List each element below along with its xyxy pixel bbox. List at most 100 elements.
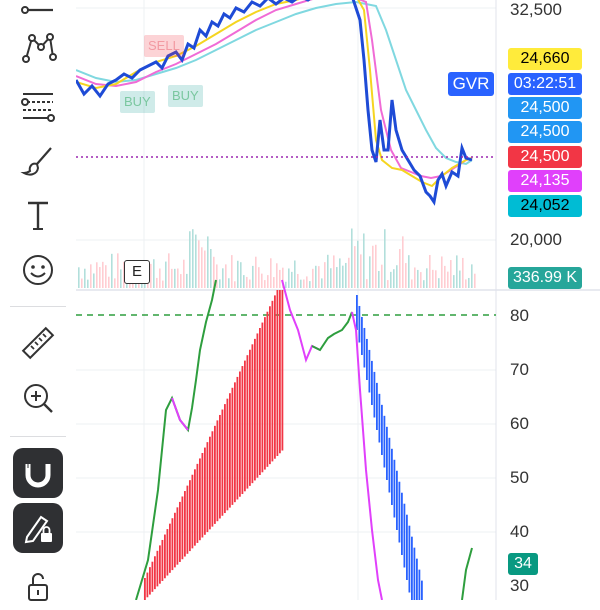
oscillator-bar: [366, 338, 368, 380]
symbol-tag[interactable]: GVR: [448, 72, 494, 96]
text-tool-icon[interactable]: [13, 190, 63, 240]
oscillator-bar: [261, 322, 264, 473]
volume-bar: [231, 255, 233, 288]
volume-bar: [381, 264, 383, 288]
volume-bar: [90, 264, 92, 288]
oscillator-axis-label: 30: [510, 576, 529, 595]
ma-mid-line: [76, 0, 473, 180]
oscillator-bar: [166, 529, 169, 576]
volume-bar: [468, 277, 470, 288]
volume-bar: [420, 272, 422, 288]
event-marker[interactable]: E: [124, 260, 150, 284]
oscillator-bar: [169, 523, 171, 573]
price-tag-last: 24,500: [508, 146, 582, 168]
volume-bar: [333, 255, 335, 288]
oscillator-bar: [224, 404, 226, 514]
volume-bar: [372, 245, 374, 288]
volume-bar: [204, 250, 206, 288]
volume-bar: [93, 273, 95, 288]
oscillator-bar: [219, 414, 221, 519]
volume-bar: [198, 240, 200, 288]
chart-canvas[interactable]: [76, 0, 600, 600]
chart-panel[interactable]: 32,500 20,000 GVR 24,660 03:22:51 24,500…: [76, 0, 600, 600]
oscillator-bar: [184, 491, 186, 557]
volume-bar: [291, 271, 293, 288]
oscillator-bar: [269, 306, 271, 465]
oscillator-bar: [413, 547, 416, 600]
buy-marker[interactable]: BUY: [120, 91, 155, 113]
buy-marker[interactable]: BUY: [168, 85, 203, 107]
pattern-tool-icon[interactable]: [13, 23, 63, 73]
volume-bar: [423, 280, 425, 288]
oscillator-bar: [356, 295, 358, 330]
toolbar-divider: [10, 436, 66, 437]
oscillator-bar: [196, 463, 199, 543]
drawing-toolbar: [0, 0, 76, 601]
oscillator-bar: [214, 425, 216, 524]
oscillator-signal-green-b: [311, 311, 353, 352]
volume-bar: [78, 267, 80, 288]
volume-bar: [318, 266, 320, 288]
volume-bar: [216, 264, 218, 288]
volume-bar: [225, 264, 227, 288]
volume-bar: [297, 273, 299, 288]
ruler-tool-icon[interactable]: [13, 318, 63, 368]
volume-bar: [405, 263, 407, 288]
volume-bar: [426, 268, 428, 288]
volume-bar: [123, 261, 125, 288]
volume-bar: [180, 274, 182, 288]
volume-bar: [87, 279, 89, 288]
volume-bar: [471, 264, 473, 288]
unlock-icon[interactable]: [13, 560, 63, 610]
volume-bar: [462, 257, 464, 288]
brush-tool-icon[interactable]: [13, 136, 63, 186]
volume-bar: [396, 265, 398, 288]
price-tag-close: 24,500: [508, 121, 582, 143]
volume-bar: [255, 256, 257, 288]
oscillator-bar: [259, 328, 261, 475]
oscillator-bar: [408, 525, 411, 593]
oscillator-bar: [363, 327, 366, 368]
lock-drawings-icon[interactable]: [13, 503, 63, 553]
volume-bar: [303, 279, 305, 288]
volume-bar: [228, 278, 230, 288]
oscillator-bar: [229, 393, 231, 508]
oscillator-bar: [271, 300, 274, 462]
volume-bar: [327, 254, 329, 288]
volume-bar: [273, 277, 275, 288]
oscillator-bar: [264, 317, 266, 470]
volume-bar: [384, 229, 386, 288]
emoji-tool-icon[interactable]: [13, 245, 63, 295]
volume-bar: [441, 256, 443, 288]
trend-line-tool-icon[interactable]: [13, 0, 63, 34]
oscillator-bar: [383, 415, 386, 468]
oscillator-bar: [368, 349, 371, 393]
volume-bar: [450, 260, 452, 288]
volume-bar: [354, 246, 356, 288]
oscillator-axis-label: 60: [510, 414, 529, 433]
volume-bar: [324, 262, 326, 288]
magnet-mode-icon[interactable]: [13, 448, 63, 498]
sell-marker[interactable]: SELL: [144, 35, 184, 57]
oscillator-bar: [151, 561, 154, 592]
volume-bar: [213, 256, 215, 288]
volume-bar: [171, 268, 173, 288]
volume-bar: [270, 258, 272, 288]
oscillator-bar: [181, 496, 184, 560]
volume-bar: [168, 253, 170, 288]
volume-bar: [444, 265, 446, 288]
oscillator-bar: [171, 518, 174, 571]
volume-bar: [105, 265, 107, 288]
fib-retracement-tool-icon[interactable]: [13, 80, 63, 130]
oscillator-bar: [361, 316, 363, 355]
oscillator-bar: [144, 578, 146, 600]
zoom-in-tool-icon[interactable]: [13, 373, 63, 423]
volume-bar: [438, 278, 440, 288]
oscillator-bar: [236, 376, 239, 500]
volume-bar: [150, 263, 152, 288]
volume-bar: [267, 275, 269, 288]
price-tag-ma-mid: 24,135: [508, 170, 582, 192]
volume-bar: [348, 257, 350, 288]
oscillator-axis-label: 40: [510, 522, 529, 541]
oscillator-bar: [391, 448, 393, 505]
